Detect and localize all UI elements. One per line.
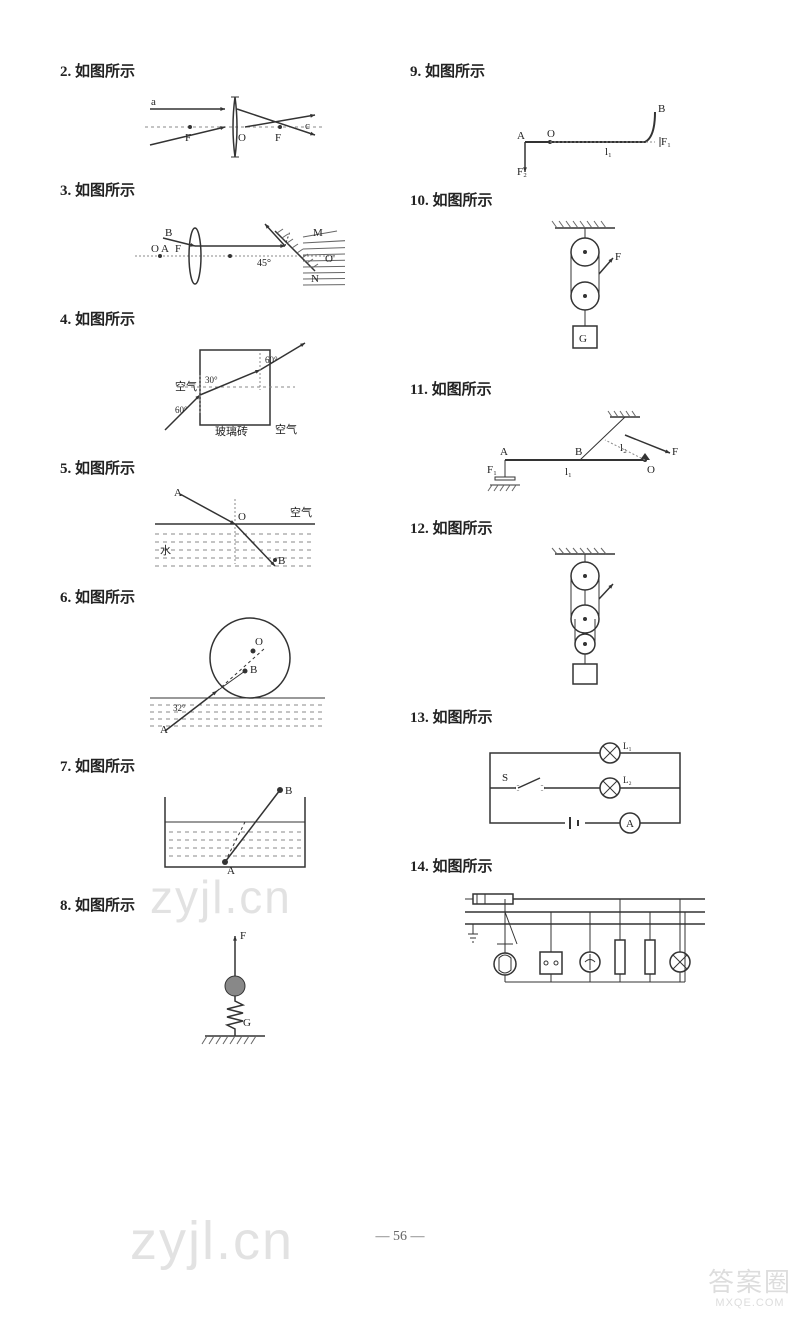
svg-text:O': O': [325, 253, 335, 265]
svg-text:S: S: [502, 772, 508, 784]
svg-text:空气: 空气: [275, 422, 297, 436]
svg-text:B: B: [250, 664, 257, 676]
svg-text:O: O: [647, 464, 655, 476]
problem-label: 8. 如图所示: [60, 894, 410, 915]
svg-text:B: B: [285, 785, 292, 797]
svg-text:30°: 30°: [205, 375, 218, 385]
diagram-lens_mirror: OAF B M N O' 45°: [60, 206, 410, 296]
problem-item: 10. 如图所示 FG: [410, 189, 760, 366]
diagram-water_refraction: A O B 空气水: [60, 484, 410, 574]
diagram-lens: a c F F O: [60, 87, 410, 167]
svg-text:F: F: [615, 251, 621, 263]
problem-label: 10. 如图所示: [410, 189, 760, 210]
problem-label: 13. 如图所示: [410, 706, 760, 727]
svg-text:l₁: l₁: [605, 146, 612, 158]
problem-label: 11. 如图所示: [410, 378, 760, 399]
problem-item: 13. 如图所示 L₁ L₂ S A: [410, 706, 760, 843]
diagram-glass_block: 空气空气 玻璃砖 30°60°60°: [60, 335, 410, 445]
svg-text:45°: 45°: [257, 258, 271, 269]
svg-text:B: B: [165, 227, 172, 239]
problem-item: 8. 如图所示 FG: [60, 894, 410, 1051]
svg-text:60°: 60°: [265, 355, 278, 365]
svg-text:B: B: [575, 446, 582, 458]
svg-text:F: F: [275, 132, 281, 144]
svg-text:F: F: [240, 930, 246, 942]
svg-text:空气: 空气: [290, 505, 312, 519]
svg-text:F₁: F₁: [487, 464, 497, 476]
diagram-spring_ball: FG: [60, 921, 410, 1051]
svg-text:A: A: [500, 446, 508, 458]
svg-text:60°: 60°: [175, 405, 188, 415]
right-column: 9. 如图所示 F₂ AOB F₁l₁ 10. 如图所示 FG 11. 如图所示: [410, 60, 760, 1297]
svg-text:O: O: [547, 128, 555, 140]
svg-text:A: A: [161, 243, 169, 255]
svg-text:F₂: F₂: [517, 166, 527, 177]
problem-item: 5. 如图所示 A O B 空气水: [60, 457, 410, 574]
svg-text:L₂: L₂: [623, 775, 632, 785]
page-number: — 56 —: [0, 1229, 800, 1245]
svg-text:32°: 32°: [173, 703, 186, 713]
svg-text:O: O: [238, 132, 246, 144]
svg-text:B: B: [658, 103, 665, 115]
problem-label: 12. 如图所示: [410, 517, 760, 538]
svg-text:L₁: L₁: [623, 741, 632, 751]
svg-text:N: N: [311, 273, 319, 285]
problem-label: 7. 如图所示: [60, 755, 410, 776]
svg-text:B: B: [278, 555, 285, 567]
svg-text:F: F: [185, 132, 191, 144]
svg-text:A: A: [626, 818, 634, 830]
problem-label: 3. 如图所示: [60, 179, 410, 200]
svg-text:a: a: [151, 96, 156, 108]
left-column: 2. 如图所示 acFFO 3. 如图所示 OAF BMN O'45° 4. 如…: [60, 60, 410, 1297]
svg-text:O: O: [255, 636, 263, 648]
page-container: 2. 如图所示 acFFO 3. 如图所示 OAF BMN O'45° 4. 如…: [0, 0, 800, 1317]
problem-label: 14. 如图所示: [410, 855, 760, 876]
svg-text:A: A: [517, 130, 525, 142]
problem-item: 4. 如图所示 空气空气 玻璃砖 30°60°60°: [60, 308, 410, 445]
svg-text:玻璃砖: 玻璃砖: [215, 424, 248, 438]
diagram-tank_stick: AB: [60, 782, 410, 882]
svg-text:A: A: [174, 487, 182, 499]
svg-text:M: M: [313, 227, 323, 239]
corner-top: 答案圈: [708, 1268, 792, 1297]
corner-watermark: 答案圈 MXQE.COM: [708, 1268, 792, 1309]
problem-item: 12. 如图所示: [410, 517, 760, 694]
corner-bottom: MXQE.COM: [708, 1297, 792, 1309]
diagram-fish_circle: A O B 32°: [60, 613, 410, 743]
problem-label: 5. 如图所示: [60, 457, 410, 478]
problem-label: 9. 如图所示: [410, 60, 760, 81]
svg-text:A: A: [227, 865, 235, 877]
diagram-pulley2: [410, 544, 760, 694]
problem-item: 11. 如图所示 F A B O F₁ l₁ l₂: [410, 378, 760, 505]
problem-item: 7. 如图所示 AB: [60, 755, 410, 882]
diagram-house_circuit: [410, 882, 760, 1002]
diagram-pulley1: FG: [410, 216, 760, 366]
problem-item: 9. 如图所示 F₂ A O B F₁ l₁: [410, 60, 760, 177]
svg-text:空气: 空气: [175, 379, 197, 393]
problem-item: 6. 如图所示 A O B 32°: [60, 586, 410, 743]
diagram-lever2: F A B O F₁ l₁ l₂: [410, 405, 760, 505]
svg-text:O: O: [151, 243, 159, 255]
problem-label: 2. 如图所示: [60, 60, 410, 81]
problem-item: 3. 如图所示 OAF B M N O' 45°: [60, 179, 410, 296]
svg-text:l₂: l₂: [620, 442, 627, 454]
diagram-lever1: F₂ A O B F₁ l₁: [410, 87, 760, 177]
svg-text:G: G: [243, 1017, 251, 1029]
problem-item: 2. 如图所示 a c F F O: [60, 60, 410, 167]
svg-text:A: A: [160, 724, 168, 736]
diagram-circuit: L₁ L₂ S A: [410, 733, 760, 843]
problem-label: 4. 如图所示: [60, 308, 410, 329]
svg-text:F₁: F₁: [661, 136, 671, 148]
svg-text:O: O: [238, 511, 246, 523]
problem-item: 14. 如图所示: [410, 855, 760, 1002]
problem-label: 6. 如图所示: [60, 586, 410, 607]
svg-text:G: G: [579, 333, 587, 345]
page-number-value: 56: [393, 1229, 407, 1244]
svg-text:l₁: l₁: [565, 466, 572, 478]
svg-text:F: F: [672, 446, 678, 458]
svg-text:水: 水: [160, 544, 171, 557]
svg-text:c: c: [305, 120, 310, 132]
svg-text:F: F: [175, 243, 181, 255]
